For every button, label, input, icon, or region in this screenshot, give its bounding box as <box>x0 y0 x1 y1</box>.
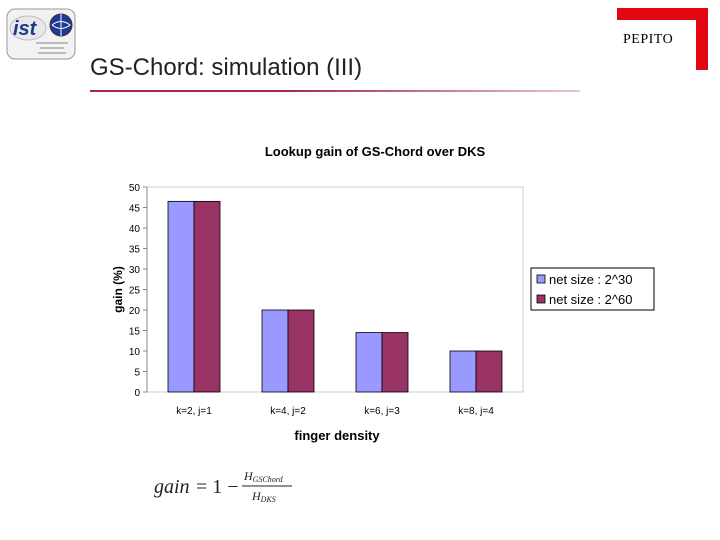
bar-series1 <box>449 350 477 393</box>
bar-series2 <box>287 309 315 393</box>
ist-logo: ist <box>6 8 76 60</box>
y-tick-label: 25 <box>129 286 141 297</box>
formula-numerator: HGSChord <box>243 469 284 484</box>
brand-bar-vertical <box>696 8 708 70</box>
legend-box <box>530 267 655 311</box>
x-tick-label: k=4, j=2 <box>270 406 306 417</box>
bar-series1 <box>355 332 383 393</box>
legend-label: net size : 2^30 <box>549 272 632 287</box>
formula-lhs: gain <box>154 476 190 498</box>
logo-text: ist <box>13 18 38 40</box>
x-axis-label: finger density <box>294 428 380 443</box>
bar-chart: Lookup gain of GS-Chord over DKS 0 5 10 15 20… <box>111 144 655 443</box>
brand-bar-horizontal <box>617 8 697 20</box>
x-tick-label: k=8, j=4 <box>458 406 494 417</box>
legend-swatch <box>536 294 546 304</box>
y-tick-label: 45 <box>129 204 141 215</box>
y-tick-label: 20 <box>129 306 141 317</box>
legend-label: net size : 2^60 <box>549 292 632 307</box>
gain-formula: gain = 1 − HGSChord HDKS <box>154 469 292 504</box>
y-tick-label: 10 <box>129 347 141 358</box>
bar-series2 <box>475 350 503 393</box>
y-axis-label: gain (%) <box>111 266 125 313</box>
bar-series1 <box>167 200 195 393</box>
slide-title: GS-Chord: simulation (III) <box>90 54 363 81</box>
chart-title: Lookup gain of GS-Chord over DKS <box>265 144 486 159</box>
legend-swatch <box>536 274 546 284</box>
brand-label: PEPITO <box>623 32 674 47</box>
y-tick-label: 30 <box>129 265 141 276</box>
y-tick-label: 40 <box>129 224 141 235</box>
x-tick-label: k=6, j=3 <box>364 406 400 417</box>
y-tick-label: 15 <box>129 327 141 338</box>
y-tick-label: 0 <box>134 388 140 399</box>
bar-series2 <box>193 200 221 393</box>
bar-series1 <box>261 309 289 393</box>
y-tick-label: 5 <box>134 368 140 379</box>
formula-one-minus: = 1 − <box>196 476 239 498</box>
y-tick-label: 50 <box>129 183 141 194</box>
formula-denominator: HDKS <box>251 489 276 504</box>
y-tick-label: 35 <box>129 245 141 256</box>
bar-series2 <box>381 332 409 393</box>
x-tick-label: k=2, j=1 <box>176 406 212 417</box>
title-underline <box>90 90 580 92</box>
